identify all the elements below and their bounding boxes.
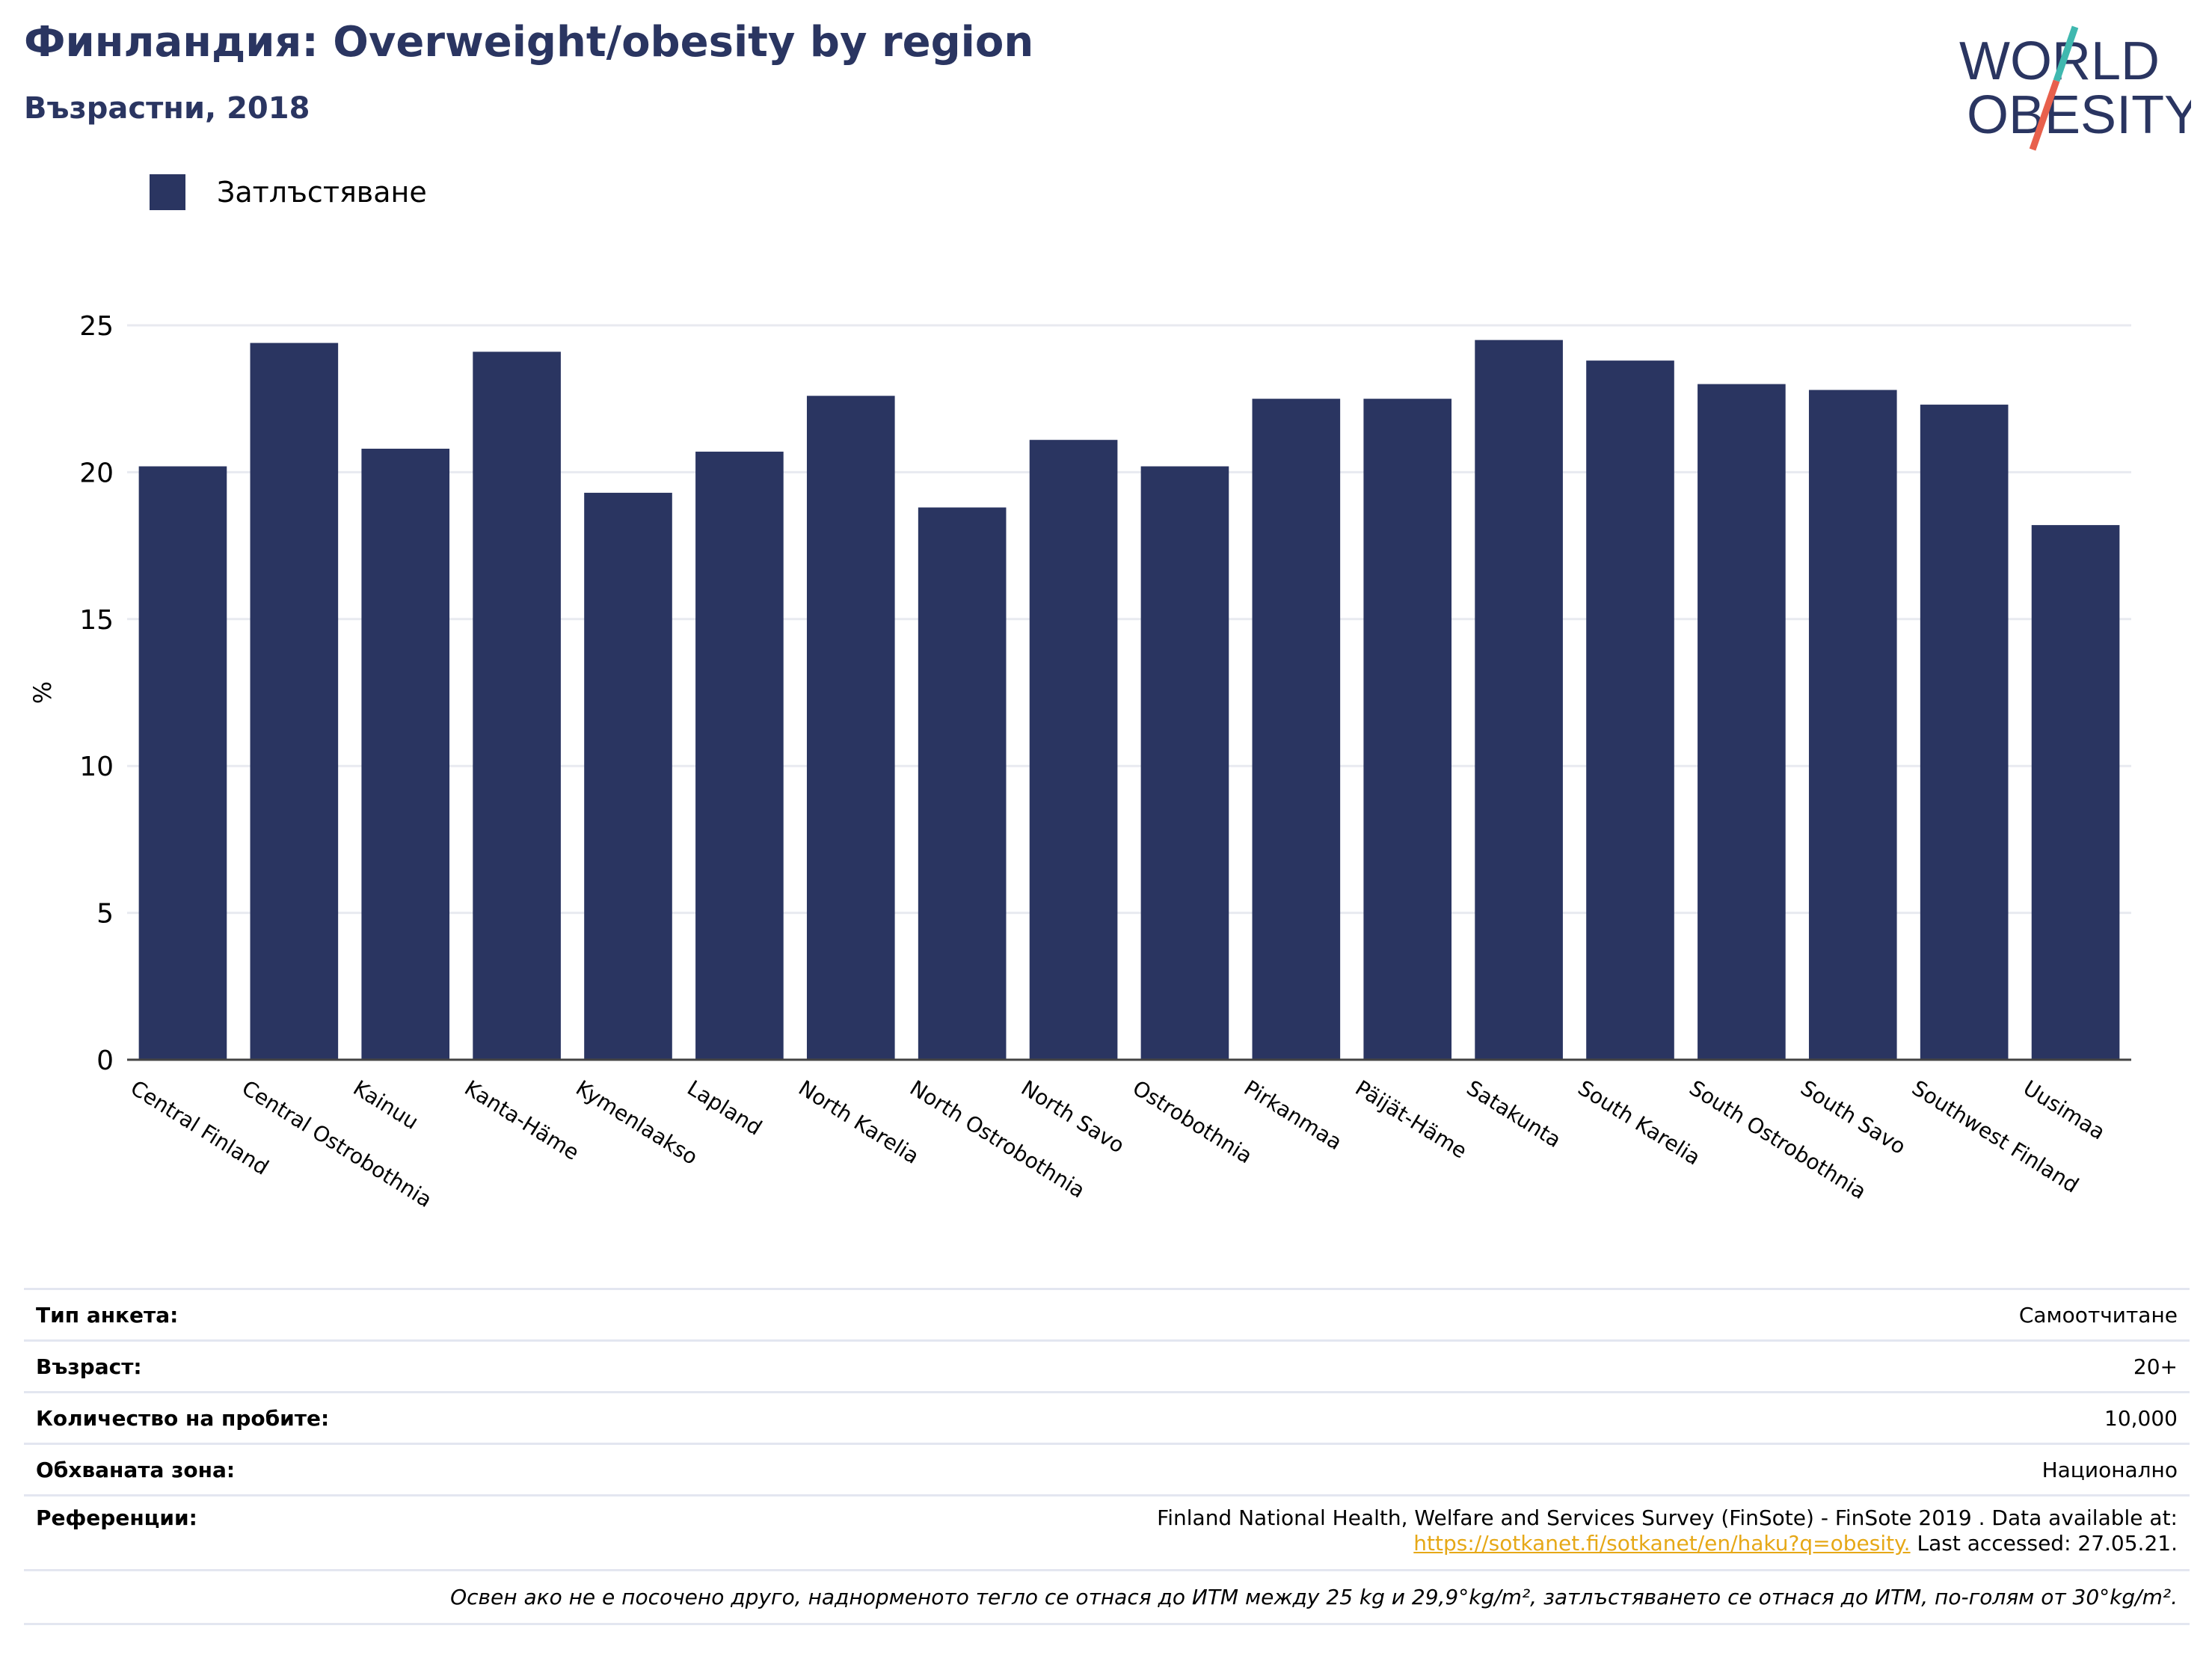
- references-text: Finland National Health, Welfare and Ser…: [1157, 1505, 2178, 1530]
- y-tick-label: 20: [79, 458, 114, 488]
- survey-info-table: Тип анкета: Самоотчитане Възраст: 20+ Ко…: [24, 1288, 2190, 1625]
- x-tick-label: North Karelia: [794, 1075, 924, 1169]
- bar: [1363, 399, 1452, 1060]
- info-row-area: Обхваната зона: Национално: [24, 1445, 2190, 1496]
- age-label: Възраст:: [36, 1354, 142, 1379]
- bar: [250, 343, 339, 1060]
- chart-legend: Затлъстяване: [150, 174, 427, 211]
- x-tick-label: Kanta-Häme: [460, 1075, 583, 1165]
- references-label: Референции:: [36, 1505, 197, 1530]
- references-accessed: Last accessed: 27.05.21.: [1910, 1531, 2178, 1556]
- x-tick-label: Päijät-Häme: [1351, 1075, 1472, 1164]
- bar: [1698, 384, 1786, 1060]
- x-tick-label: South Karelia: [1573, 1075, 1704, 1170]
- references-link-line: https://sotkanet.fi/sotkanet/en/haku?q=o…: [1157, 1531, 2178, 1556]
- bar: [1252, 399, 1341, 1060]
- info-row-note: Освен ако не е посочено друго, наднормен…: [24, 1571, 2190, 1625]
- y-tick-label: 5: [96, 899, 114, 930]
- definition-note: Освен ако не е посочено друго, наднормен…: [450, 1585, 2178, 1609]
- bar: [918, 507, 1007, 1060]
- legend-label: Затлъстяване: [217, 176, 427, 209]
- x-tick-label: Uusimaa: [2019, 1075, 2110, 1145]
- y-tick-label: 15: [79, 605, 114, 636]
- bar: [2031, 525, 2120, 1060]
- x-tick-label: Pirkanmaa: [1240, 1075, 1347, 1155]
- page-subtitle: Възрастни, 2018: [24, 91, 310, 126]
- world-obesity-logo: WORLD OBESITY: [1959, 25, 2191, 151]
- bar: [1029, 440, 1118, 1060]
- x-tick-label: Kymenlaakso: [571, 1075, 702, 1170]
- bar: [361, 448, 450, 1060]
- bar: [138, 466, 227, 1060]
- bar: [1586, 360, 1674, 1060]
- y-tick-label: 0: [96, 1046, 114, 1076]
- bar: [584, 492, 672, 1060]
- y-axis-label: %: [28, 681, 57, 704]
- age-value: 20+: [2133, 1354, 2178, 1379]
- legend-swatch: [150, 174, 185, 210]
- info-row-survey-type: Тип анкета: Самоотчитане: [24, 1290, 2190, 1342]
- area-label: Обхваната зона:: [36, 1457, 236, 1482]
- x-tick-label: Ostrobothnia: [1128, 1075, 1257, 1168]
- y-tick-label: 10: [79, 752, 114, 782]
- references-value: Finland National Health, Welfare and Ser…: [1157, 1505, 2178, 1556]
- x-tick-label: Kainuu: [349, 1075, 423, 1135]
- logo-slash-teal: [2053, 25, 2079, 82]
- x-tick-label: Central Ostrobothnia: [238, 1075, 437, 1212]
- info-row-references: Референции: Finland National Health, Wel…: [24, 1496, 2190, 1571]
- bar: [473, 352, 561, 1060]
- sample-size-label: Количество на пробите:: [36, 1405, 330, 1431]
- x-tick-label: North Savo: [1017, 1075, 1129, 1158]
- x-tick-label: Satakunta: [1462, 1075, 1565, 1152]
- bar: [1808, 390, 1897, 1060]
- bar: [1475, 340, 1563, 1060]
- logo-slash-coral: [2029, 79, 2060, 151]
- bar: [695, 451, 784, 1060]
- y-tick-label: 25: [79, 311, 114, 342]
- logo-text-obesity: OBESITY: [1967, 85, 2191, 145]
- survey-type-label: Тип анкета:: [36, 1302, 179, 1327]
- survey-type-value: Самоотчитане: [2018, 1302, 2178, 1327]
- bar: [1920, 405, 2009, 1060]
- info-row-sample-size: Количество на пробите: 10,000: [24, 1393, 2190, 1445]
- info-row-age: Възраст: 20+: [24, 1342, 2190, 1393]
- x-tick-label: South Ostrobothnia: [1685, 1075, 1870, 1204]
- bar: [806, 396, 895, 1060]
- references-link[interactable]: https://sotkanet.fi/sotkanet/en/haku?q=o…: [1413, 1531, 1911, 1556]
- page-title: Финландия: Overweight/obesity by region: [24, 18, 1034, 67]
- sample-size-value: 10,000: [2104, 1405, 2178, 1431]
- area-value: Национално: [2042, 1457, 2178, 1482]
- bar: [1140, 466, 1229, 1060]
- x-tick-label: Lapland: [683, 1075, 766, 1141]
